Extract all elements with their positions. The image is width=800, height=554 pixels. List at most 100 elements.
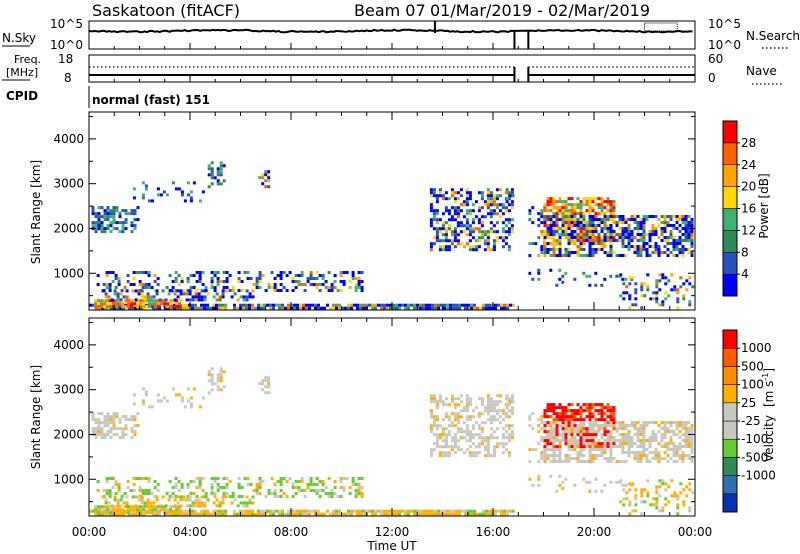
power-cell (267, 170, 271, 174)
velocity-cell (558, 433, 562, 436)
power-cell (174, 271, 178, 274)
velocity-cell (425, 512, 428, 516)
power-cell (167, 292, 171, 296)
velocity-cell (188, 498, 192, 502)
velocity-cell (471, 433, 475, 437)
velocity-cell (100, 412, 104, 416)
velocity-cell (678, 436, 682, 439)
velocity-cell (477, 397, 481, 401)
colorbar-tick-label: 1000 (741, 341, 772, 355)
power-cell (606, 251, 610, 254)
power-cell (389, 303, 392, 307)
velocity-cell (681, 439, 685, 442)
velocity-cell (567, 445, 571, 448)
velocity-cell (255, 483, 259, 486)
power-cell (106, 299, 109, 303)
power-cell (374, 306, 377, 310)
power-cell (294, 286, 298, 289)
velocity-cell (486, 451, 490, 455)
power-cell (133, 212, 137, 216)
power-cell (606, 209, 610, 213)
power-cell (663, 245, 667, 248)
power-cell (260, 303, 263, 307)
power-cell (308, 303, 311, 307)
velocity-cell (130, 508, 134, 512)
power-cell (114, 274, 118, 277)
power-cell (243, 271, 247, 274)
power-cell (627, 230, 631, 233)
power-cell (443, 306, 446, 310)
velocity-cell (543, 451, 547, 454)
velocity-cell (651, 451, 655, 454)
power-cell (682, 294, 686, 298)
velocity-cell (588, 424, 592, 427)
velocity-cell (200, 501, 204, 505)
power-cell (684, 233, 688, 236)
power-cell (371, 306, 374, 310)
velocity-cell (477, 442, 481, 446)
velocity-cell (627, 430, 631, 433)
freq-left-label-1: Freq. (14, 53, 41, 66)
power-cell (115, 299, 118, 303)
power-cell (642, 230, 646, 233)
power-cell (132, 271, 136, 274)
power-cell (552, 215, 556, 218)
power-cell (432, 209, 436, 213)
power-cell (459, 203, 463, 207)
velocity-cell (216, 388, 220, 392)
velocity-cell (561, 421, 565, 425)
velocity-cell (225, 492, 229, 495)
power-cell (142, 305, 146, 309)
velocity-cell (570, 427, 574, 430)
power-cell (564, 236, 568, 240)
velocity-cell (657, 454, 661, 457)
power-cell (687, 248, 691, 251)
power-cell (651, 227, 655, 230)
power-cell (233, 292, 237, 296)
power-cell (488, 303, 491, 307)
power-cell (591, 218, 595, 221)
colorbar-segment (722, 252, 738, 275)
power-cell (543, 224, 547, 228)
velocity-cell (498, 409, 502, 413)
power-cell (567, 239, 571, 242)
power-cell (567, 242, 571, 245)
velocity-cell (495, 403, 499, 407)
power-cell (543, 251, 547, 254)
power-cell (200, 289, 204, 293)
velocity-cell (267, 379, 271, 383)
velocity-cell (655, 485, 659, 489)
power-cell (459, 224, 463, 228)
power-cell (441, 245, 445, 249)
power-cell (501, 212, 505, 216)
power-cell (255, 286, 259, 289)
power-cell (567, 221, 571, 224)
velocity-cell (468, 415, 472, 419)
velocity-cell (609, 439, 613, 442)
power-cell (240, 289, 244, 292)
velocity-cell (688, 488, 692, 492)
power-cell (447, 212, 451, 216)
power-cell (621, 230, 625, 233)
power-cell (251, 289, 255, 293)
power-cell (645, 254, 649, 257)
velocity-cell (687, 442, 691, 445)
velocity-cell (438, 454, 442, 458)
power-cell (684, 239, 688, 242)
power-cell (431, 303, 434, 307)
power-cell (100, 230, 104, 234)
power-cell (639, 248, 643, 251)
velocity-cell (121, 415, 125, 419)
velocity-cell (471, 451, 475, 455)
power-cell (684, 236, 688, 239)
power-cell (338, 303, 341, 307)
power-cell (501, 245, 505, 249)
velocity-cell (116, 501, 120, 505)
velocity-cell (555, 424, 559, 428)
power-cell (327, 286, 331, 289)
power-cell (687, 224, 691, 227)
power-cell (675, 221, 679, 224)
velocity-cell (669, 424, 673, 427)
velocity-cell (266, 509, 269, 513)
power-cell (323, 306, 326, 310)
